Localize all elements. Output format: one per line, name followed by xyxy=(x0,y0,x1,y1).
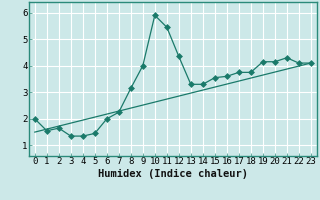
X-axis label: Humidex (Indice chaleur): Humidex (Indice chaleur) xyxy=(98,169,248,179)
